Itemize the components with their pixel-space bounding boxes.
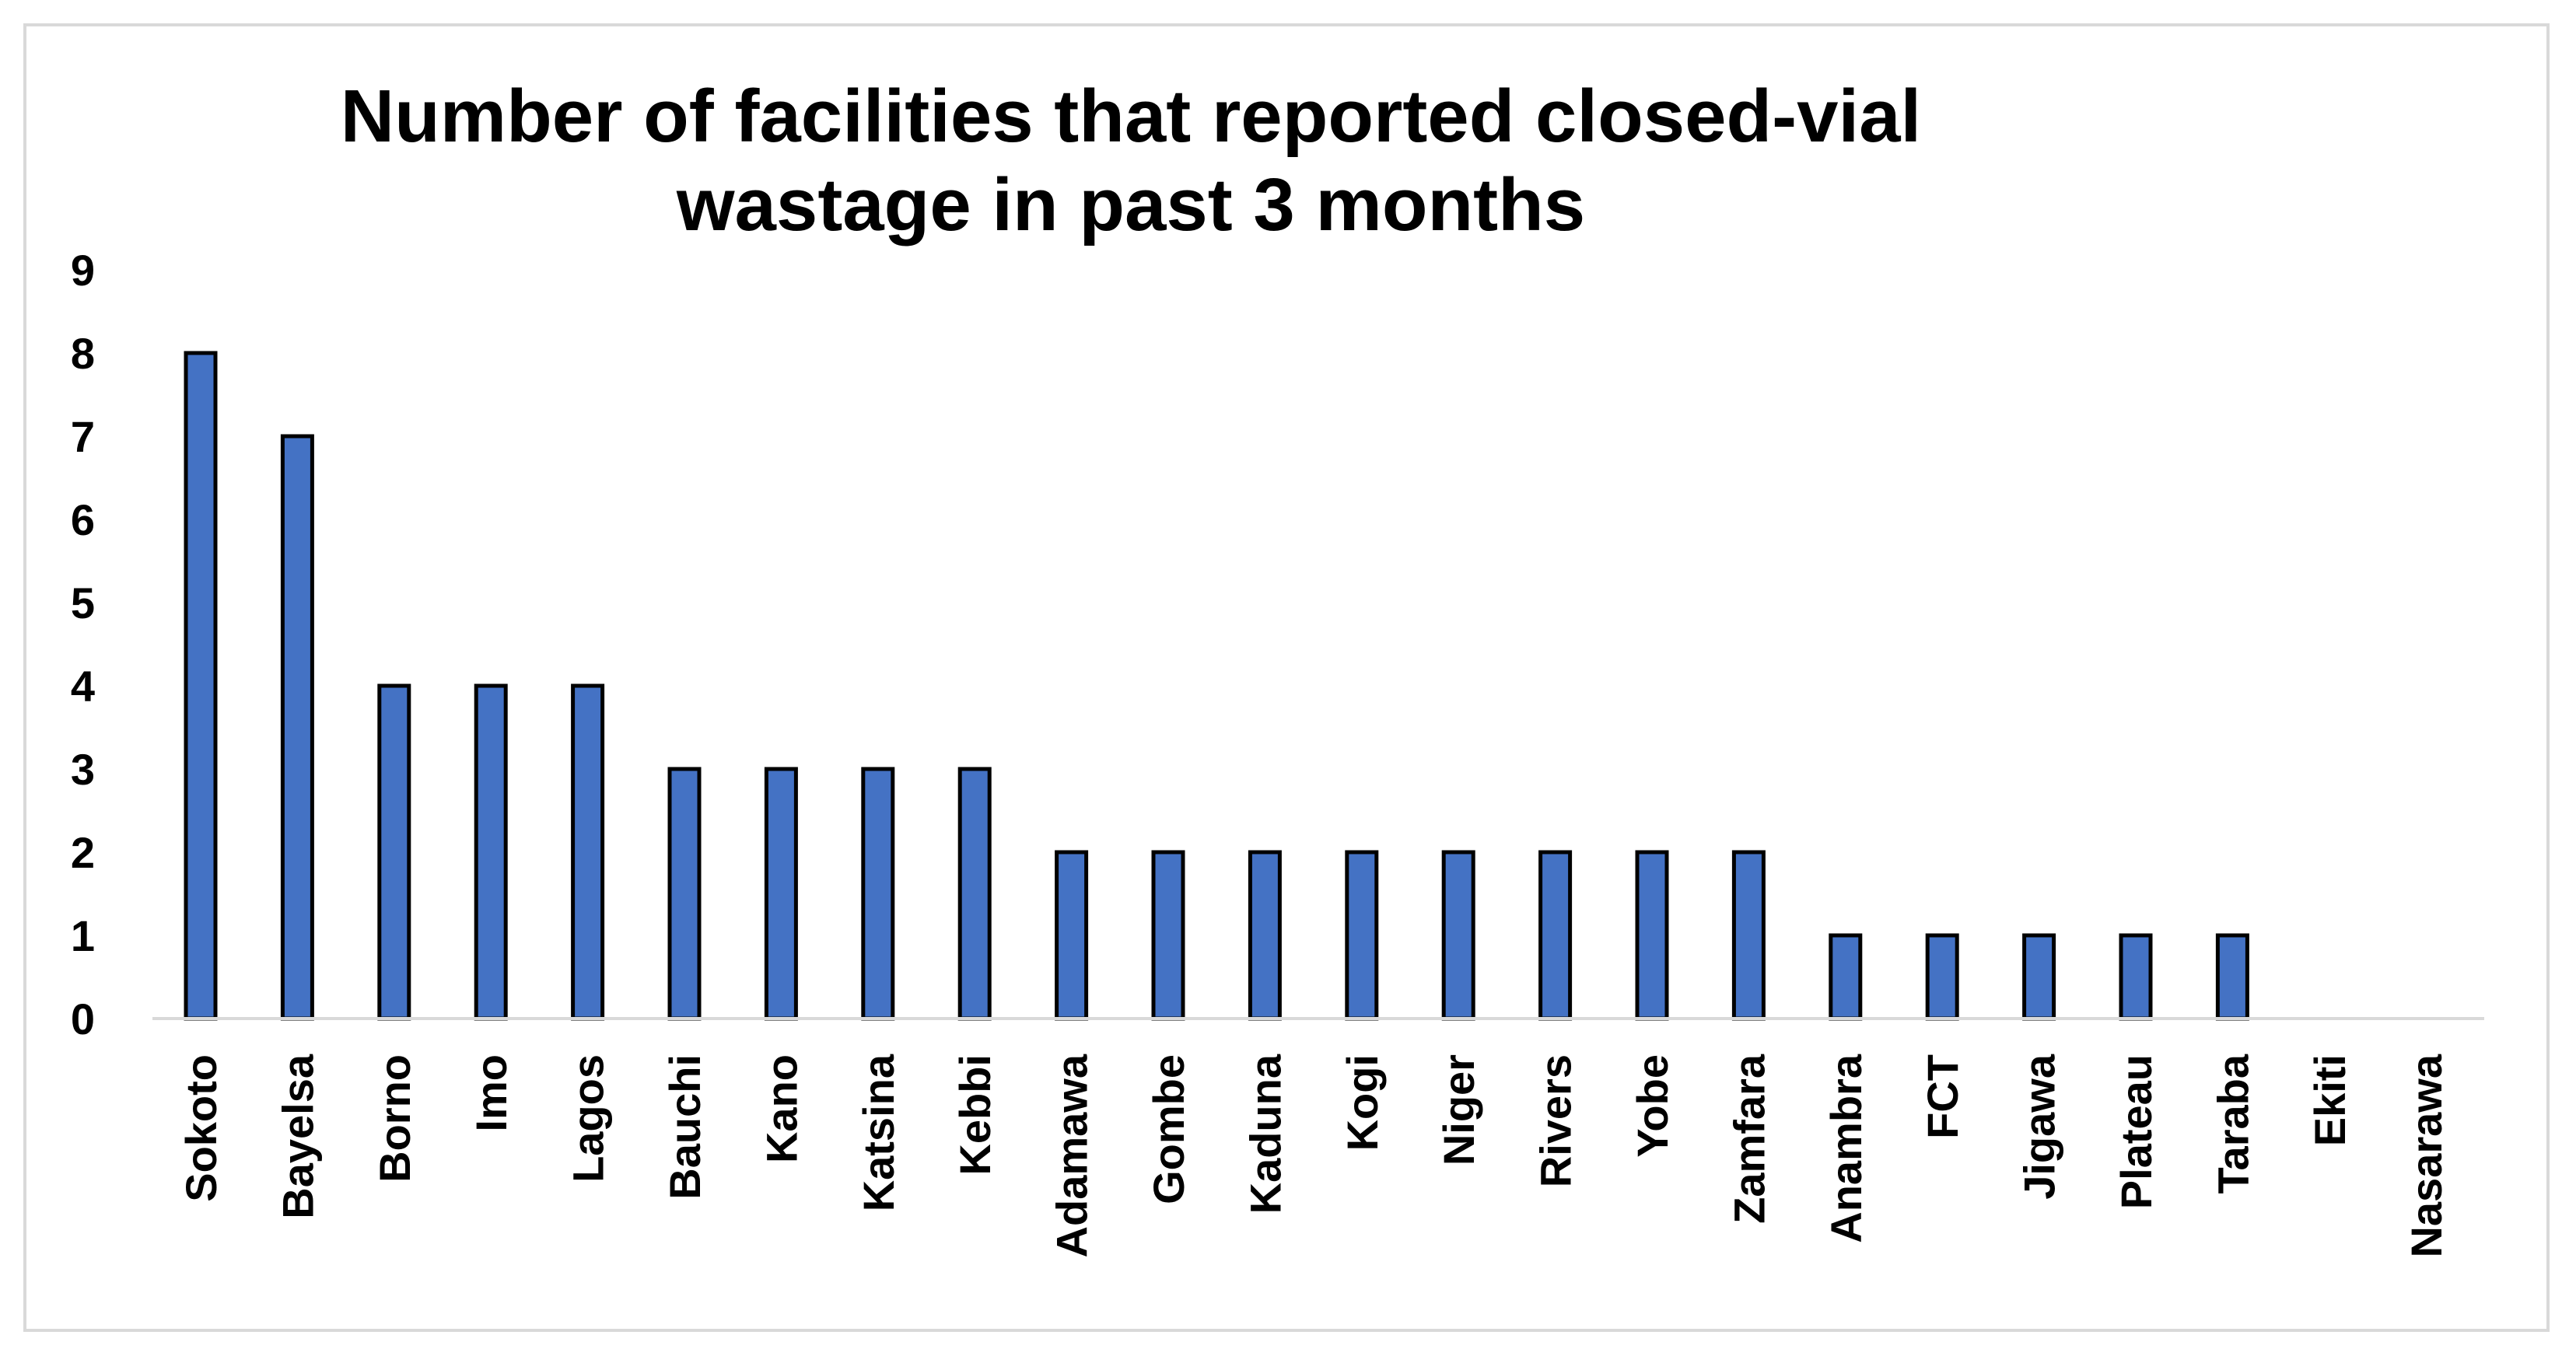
y-axis-ticks: 0 1 2 3 4 5 6 7 8 9: [71, 246, 95, 1043]
x-tick-label-plateau: Plateau: [2112, 1054, 2161, 1209]
bar-bayelsa: [280, 434, 314, 1021]
y-tick-label: 4: [71, 662, 95, 711]
x-tick-label-fct: FCT: [1918, 1054, 1967, 1139]
x-tick-label-taraba: Taraba: [2208, 1054, 2257, 1193]
y-tick-label: 0: [71, 994, 95, 1043]
bar-taraba: [2215, 933, 2249, 1021]
bar-kebbi: [957, 767, 992, 1021]
bar-kaduna: [1248, 850, 1282, 1021]
x-tick-label-lagos: Lagos: [564, 1054, 613, 1183]
x-tick-label-katsina: Katsina: [854, 1054, 903, 1211]
bar-imo: [474, 683, 508, 1021]
y-tick-label: 7: [71, 412, 95, 461]
x-tick-label-rivers: Rivers: [1531, 1054, 1580, 1187]
chart-frame: Number of facilities that reported close…: [23, 23, 2550, 1332]
x-axis-labels: Sokoto Bayelsa Borno Imo Lagos Bauchi Kano Kats…: [177, 1054, 2451, 1257]
y-tick-label: 6: [71, 495, 95, 544]
bar-kano: [764, 767, 798, 1021]
bar-fct: [1925, 933, 1959, 1021]
bar-borno: [377, 683, 411, 1021]
x-tick-label-imo: Imo: [467, 1054, 516, 1132]
x-tick-label-kaduna: Kaduna: [1241, 1054, 1290, 1214]
x-tick-label-adamawa: Adamawa: [1048, 1054, 1097, 1257]
bar-gombe: [1151, 850, 1185, 1021]
bar-adamawa: [1055, 850, 1089, 1021]
x-tick-label-sokoto: Sokoto: [177, 1054, 226, 1202]
bar-kogi: [1345, 850, 1379, 1021]
x-tick-label-niger: Niger: [1434, 1054, 1483, 1166]
chart-title-line-2: wastage in past 3 months: [676, 163, 1585, 246]
bar-jigawa: [2022, 933, 2056, 1021]
x-tick-label-kogi: Kogi: [1338, 1054, 1387, 1151]
y-tick-label: 1: [71, 911, 95, 960]
bar-anambra: [1829, 933, 1863, 1021]
x-tick-label-kebbi: Kebbi: [950, 1054, 999, 1176]
x-tick-label-ekiti: Ekiti: [2305, 1054, 2354, 1146]
y-tick-label: 9: [71, 246, 95, 295]
x-tick-label-kano: Kano: [757, 1054, 806, 1163]
bar-katsina: [861, 767, 895, 1021]
x-tick-label-borno: Borno: [370, 1054, 419, 1183]
x-tick-label-yobe: Yobe: [1628, 1054, 1677, 1158]
x-tick-label-anambra: Anambra: [1822, 1054, 1871, 1243]
bar-sokoto: [184, 351, 218, 1021]
x-tick-label-bayelsa: Bayelsa: [273, 1054, 322, 1219]
y-tick-label: 2: [71, 828, 95, 877]
x-tick-label-bauchi: Bauchi: [660, 1054, 709, 1200]
bar-chart: Number of facilities that reported close…: [71, 75, 2484, 1258]
x-tick-label-jigawa: Jigawa: [2015, 1054, 2064, 1200]
bar-plateau: [2119, 933, 2153, 1021]
y-tick-label: 5: [71, 578, 95, 627]
bar-niger: [1441, 850, 1475, 1021]
bars: [184, 351, 2249, 1021]
bar-zamfara: [1731, 850, 1766, 1021]
bar-yobe: [1635, 850, 1669, 1021]
bar-rivers: [1538, 850, 1573, 1021]
x-tick-label-zamfara: Zamfara: [1724, 1054, 1773, 1224]
bar-lagos: [571, 683, 605, 1021]
x-tick-label-nasarawa: Nasarawa: [2402, 1054, 2451, 1257]
x-tick-label-gombe: Gombe: [1144, 1054, 1193, 1204]
bar-bauchi: [667, 767, 702, 1021]
chart-title-line-1: Number of facilities that reported close…: [341, 75, 1921, 158]
y-tick-label: 8: [71, 329, 95, 378]
y-tick-label: 3: [71, 745, 95, 794]
